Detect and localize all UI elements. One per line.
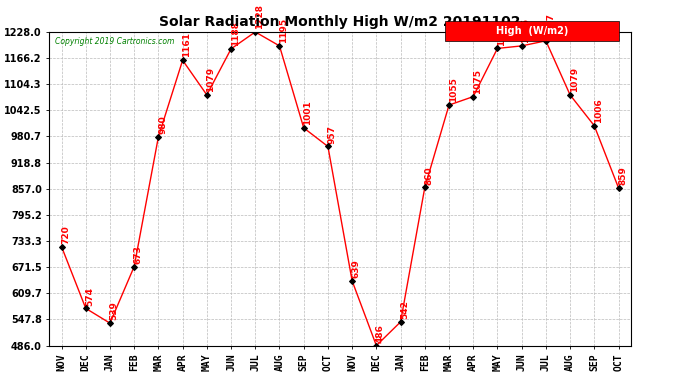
Point: [589, 123, 600, 129]
Text: 1228: 1228: [255, 4, 264, 29]
Point: [104, 320, 115, 326]
Text: 486: 486: [376, 324, 385, 343]
Text: 859: 859: [618, 166, 627, 185]
Point: [226, 46, 237, 52]
Text: 1079: 1079: [206, 67, 215, 92]
Point: [56, 244, 67, 250]
Point: [201, 92, 213, 98]
Text: 1079: 1079: [570, 67, 579, 92]
Text: 1161: 1161: [182, 33, 191, 57]
Point: [516, 43, 527, 49]
Point: [177, 57, 188, 63]
Text: 1055: 1055: [448, 77, 457, 102]
Text: 1001: 1001: [304, 100, 313, 125]
Text: 1195: 1195: [522, 18, 531, 43]
Text: 720: 720: [61, 225, 70, 244]
Text: 574: 574: [86, 286, 95, 306]
Point: [613, 185, 624, 191]
Point: [492, 45, 503, 51]
Text: 1075: 1075: [473, 69, 482, 94]
Point: [395, 319, 406, 325]
Point: [153, 134, 164, 140]
FancyBboxPatch shape: [444, 21, 619, 41]
Text: 639: 639: [352, 259, 361, 278]
Text: 1188: 1188: [230, 21, 239, 46]
Text: Copyright 2019 Cartronics.com: Copyright 2019 Cartronics.com: [55, 37, 175, 46]
Point: [468, 94, 479, 100]
Text: 1006: 1006: [594, 98, 603, 123]
Text: 1195: 1195: [279, 18, 288, 43]
Point: [298, 125, 309, 131]
Text: 542: 542: [400, 300, 409, 319]
Point: [322, 144, 333, 150]
Point: [540, 38, 551, 44]
Text: 539: 539: [110, 302, 119, 320]
Text: 980: 980: [158, 115, 167, 134]
Text: High  (W/m2): High (W/m2): [495, 26, 568, 36]
Point: [564, 92, 575, 98]
Text: 673: 673: [134, 245, 143, 264]
Text: 957: 957: [328, 125, 337, 144]
Point: [250, 29, 261, 35]
Point: [346, 278, 357, 284]
Title: Solar Radiation Monthly High W/m2 20191102: Solar Radiation Monthly High W/m2 201911…: [159, 15, 521, 29]
Point: [274, 43, 285, 49]
Point: [371, 343, 382, 349]
Text: 1207: 1207: [546, 13, 555, 38]
Text: 1189: 1189: [497, 21, 506, 46]
Point: [420, 184, 431, 190]
Point: [80, 305, 91, 311]
Text: 860: 860: [424, 166, 433, 185]
Point: [444, 102, 455, 108]
Point: [128, 264, 139, 270]
